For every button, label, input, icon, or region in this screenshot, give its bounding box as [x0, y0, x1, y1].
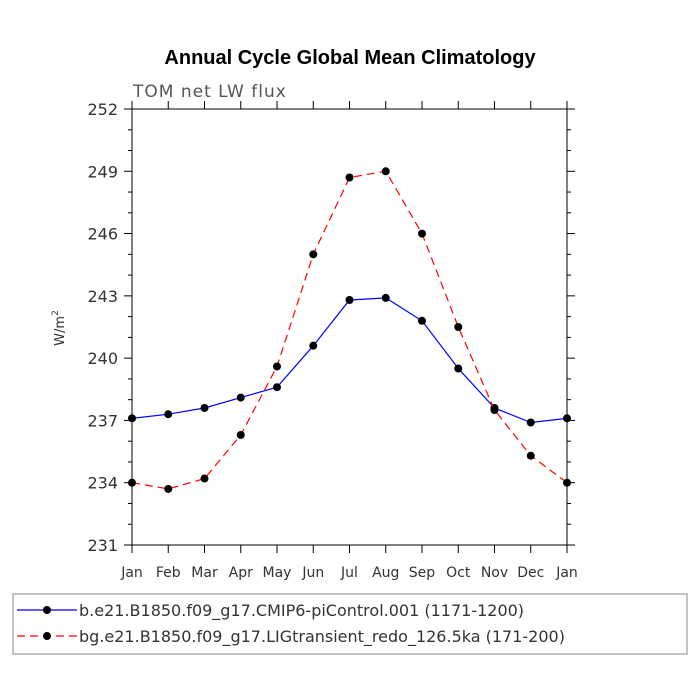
y-axis-label-unit: W/m — [53, 316, 68, 346]
y-tick-label: 246 — [87, 225, 118, 244]
x-tick-label: Oct — [446, 565, 471, 581]
series-1-point — [418, 316, 426, 325]
series-2-point — [236, 430, 245, 439]
chart-title: Annual Cycle Global Mean Climatology — [164, 47, 536, 69]
series-1-point — [164, 410, 173, 419]
x-tick-label: Nov — [481, 565, 508, 581]
y-tick-label: 249 — [87, 162, 118, 181]
series-1-point — [128, 414, 136, 423]
series-1-point — [273, 383, 281, 392]
y-axis-label-superscript: 2 — [51, 310, 61, 316]
series-1-point — [200, 403, 209, 412]
y-tick-label: 231 — [87, 536, 118, 555]
axes-layer: 231 234 237 240 243 246 249 252 Jan Feb Mar Apr May J… — [87, 100, 577, 581]
chart-subtitle: TOM net LW flux — [132, 82, 287, 102]
x-tick-label: Dec — [517, 565, 544, 581]
legend-label-1: b.e21.B1850.f09_g17.CMIP6-piControl.001 … — [79, 601, 524, 621]
x-tick-label: Feb — [156, 565, 181, 581]
series-1-point — [381, 293, 390, 302]
series-1-point — [309, 341, 318, 350]
x-tick-label: Jun — [301, 565, 324, 581]
series-layer — [128, 167, 571, 493]
y-tick-label: 240 — [87, 349, 118, 368]
series-line-2 — [131, 170, 568, 490]
series-2-point — [563, 478, 571, 487]
series-2-point — [345, 173, 354, 182]
series-1-point — [563, 414, 571, 423]
series-1-point — [526, 418, 535, 427]
series-2-point — [309, 250, 318, 259]
x-tick-label: Sep — [409, 565, 436, 581]
series-2-point — [164, 484, 173, 493]
x-tick-label: Mar — [191, 565, 218, 581]
legend: b.e21.B1850.f09_g17.CMIP6-piControl.001 … — [12, 593, 688, 655]
series-2-point — [128, 478, 136, 487]
legend-marker-2 — [43, 632, 51, 640]
x-tick-label: Aug — [372, 565, 399, 581]
legend-marker-1 — [43, 606, 51, 614]
y-tick-label: 243 — [87, 287, 118, 306]
x-tick-label: Apr — [229, 565, 253, 581]
y-axis-label: W/m2 — [51, 310, 68, 346]
y-tick-label: 237 — [87, 411, 118, 430]
series-1-point — [236, 393, 245, 402]
x-tick-label: Jul — [340, 565, 358, 581]
x-tick-label: Jan — [555, 565, 578, 581]
x-tick-label: Jan — [120, 565, 143, 581]
y-tick-label: 252 — [87, 100, 118, 119]
y-tick-label: 234 — [87, 474, 118, 493]
series-2-point — [490, 406, 499, 415]
series-2-point — [526, 451, 535, 460]
series-2-point — [200, 474, 209, 483]
series-2-point — [273, 362, 281, 371]
series-line-1 — [131, 297, 568, 424]
legend-box — [12, 593, 688, 655]
series-2-point — [381, 167, 390, 176]
x-tick-label: May — [263, 565, 292, 581]
series-2-point — [454, 323, 463, 331]
series-1-point — [345, 296, 354, 305]
series-1-point — [454, 364, 463, 373]
legend-label-2: bg.e21.B1850.f09_g17.LIGtransient_redo_1… — [79, 627, 565, 647]
series-2-point — [418, 229, 426, 238]
